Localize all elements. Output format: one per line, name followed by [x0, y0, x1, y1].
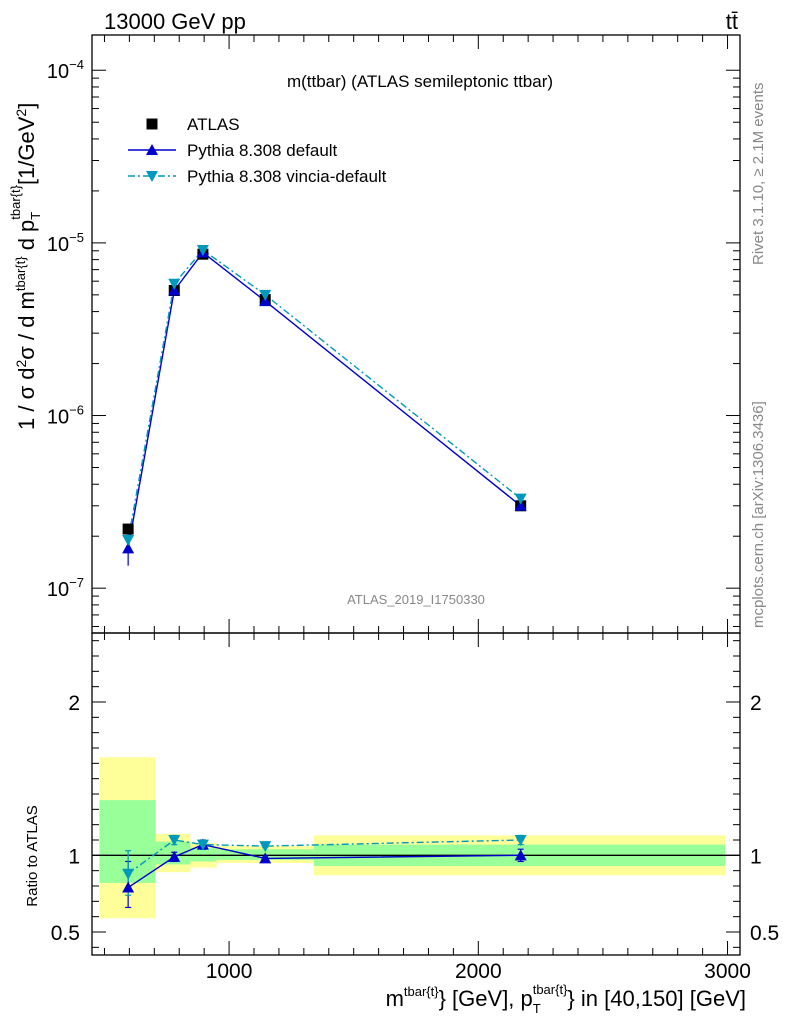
data-point-vincia [259, 289, 272, 301]
y-tick-label-ratio-right: 1 [750, 845, 762, 868]
ratio-point-vincia [259, 841, 272, 853]
y-axis-label-ratio: Ratio to ATLAS [24, 805, 41, 906]
ratio-bands [99, 757, 726, 919]
ratio-point-vincia [196, 839, 209, 851]
y-tick-label-ratio-right: 0.5 [750, 922, 779, 945]
y-tick-label-main: 10−5 [47, 230, 84, 256]
x-tick-label: 2000 [455, 960, 502, 983]
ratio-point-default [168, 850, 181, 862]
ratio-marks [122, 835, 527, 893]
legend-label: Pythia 8.308 vincia-default [187, 167, 387, 186]
ratio-panel: 0.5 0.5 1 1 2 2 1000 2000 3000 Ratio to ATLAS mt… [24, 632, 779, 1016]
header-right: tt̄ [726, 9, 738, 34]
legend-label: Pythia 8.308 default [187, 141, 338, 160]
uncertainty-band-inner [190, 847, 217, 862]
main-marks [122, 244, 527, 554]
y-tick-label-main: 10−4 [47, 57, 84, 83]
y-tick-label-main: 10−7 [47, 575, 84, 601]
legend-marker-atlas [146, 118, 158, 130]
chart-title: m(ttbar) (ATLAS semileptonic ttbar) [287, 72, 553, 91]
ratio-point-default [259, 852, 272, 864]
data-point-default [514, 499, 527, 511]
y-axis-label-main: 1 / σ d2σ / d mtbar{t} d pTtbar{t}[1/GeV… [8, 103, 43, 430]
ratio-frame [91, 632, 741, 956]
main-panel: m(ttbar) (ATLAS semileptonic ttbar) ATLA… [8, 34, 741, 634]
x-tick-label: 3000 [704, 960, 751, 983]
ratio-point-vincia [514, 835, 527, 846]
series-line-vincia [127, 249, 522, 541]
data-point-vincia [122, 535, 135, 547]
legend-label: ATLAS [187, 115, 240, 134]
uncertainty-band-inner [155, 841, 191, 865]
data-point-vincia [168, 278, 181, 290]
data-point-atlas [122, 523, 134, 535]
data-point-default [122, 542, 135, 554]
y-tick-label-ratio: 1 [68, 845, 80, 868]
y-tick-label-ratio: 2 [68, 692, 80, 715]
y-tick-label-ratio: 0.5 [51, 922, 80, 945]
y-tick-label-main: 10−6 [47, 403, 84, 429]
x-tick-label: 1000 [206, 960, 253, 983]
data-point-vincia [196, 244, 209, 256]
mcplots-label: mcplots.cern.ch [arXiv:1306.3436] [750, 401, 767, 628]
legend: ATLAS Pythia 8.308 default Pythia 8.308 vi… [128, 115, 387, 186]
ratio-point-default [514, 849, 527, 861]
data-point-default [168, 284, 181, 296]
header-left: 13000 GeV pp [104, 9, 246, 34]
analysis-watermark: ATLAS_2019_I1750330 [347, 592, 485, 607]
legend-marker-default [146, 144, 158, 155]
legend-marker-vincia [146, 171, 158, 182]
data-point-vincia [514, 493, 527, 505]
ratio-point-default [122, 881, 135, 893]
ratio-point-vincia [168, 835, 181, 846]
series-line-default [127, 251, 522, 549]
main-lines [127, 249, 522, 566]
x-axis-label: mtbar{t}} [GeV], pTtbar{t}} in [40,150] … [386, 982, 746, 1016]
rivet-label: Rivet 3.1.10, ≥ 2.1M events [750, 83, 767, 266]
ratio-axes: 0.5 0.5 1 1 2 2 1000 2000 3000 [51, 632, 779, 983]
y-tick-label-ratio-right: 2 [750, 692, 762, 715]
ratio-point-vincia [122, 868, 135, 880]
